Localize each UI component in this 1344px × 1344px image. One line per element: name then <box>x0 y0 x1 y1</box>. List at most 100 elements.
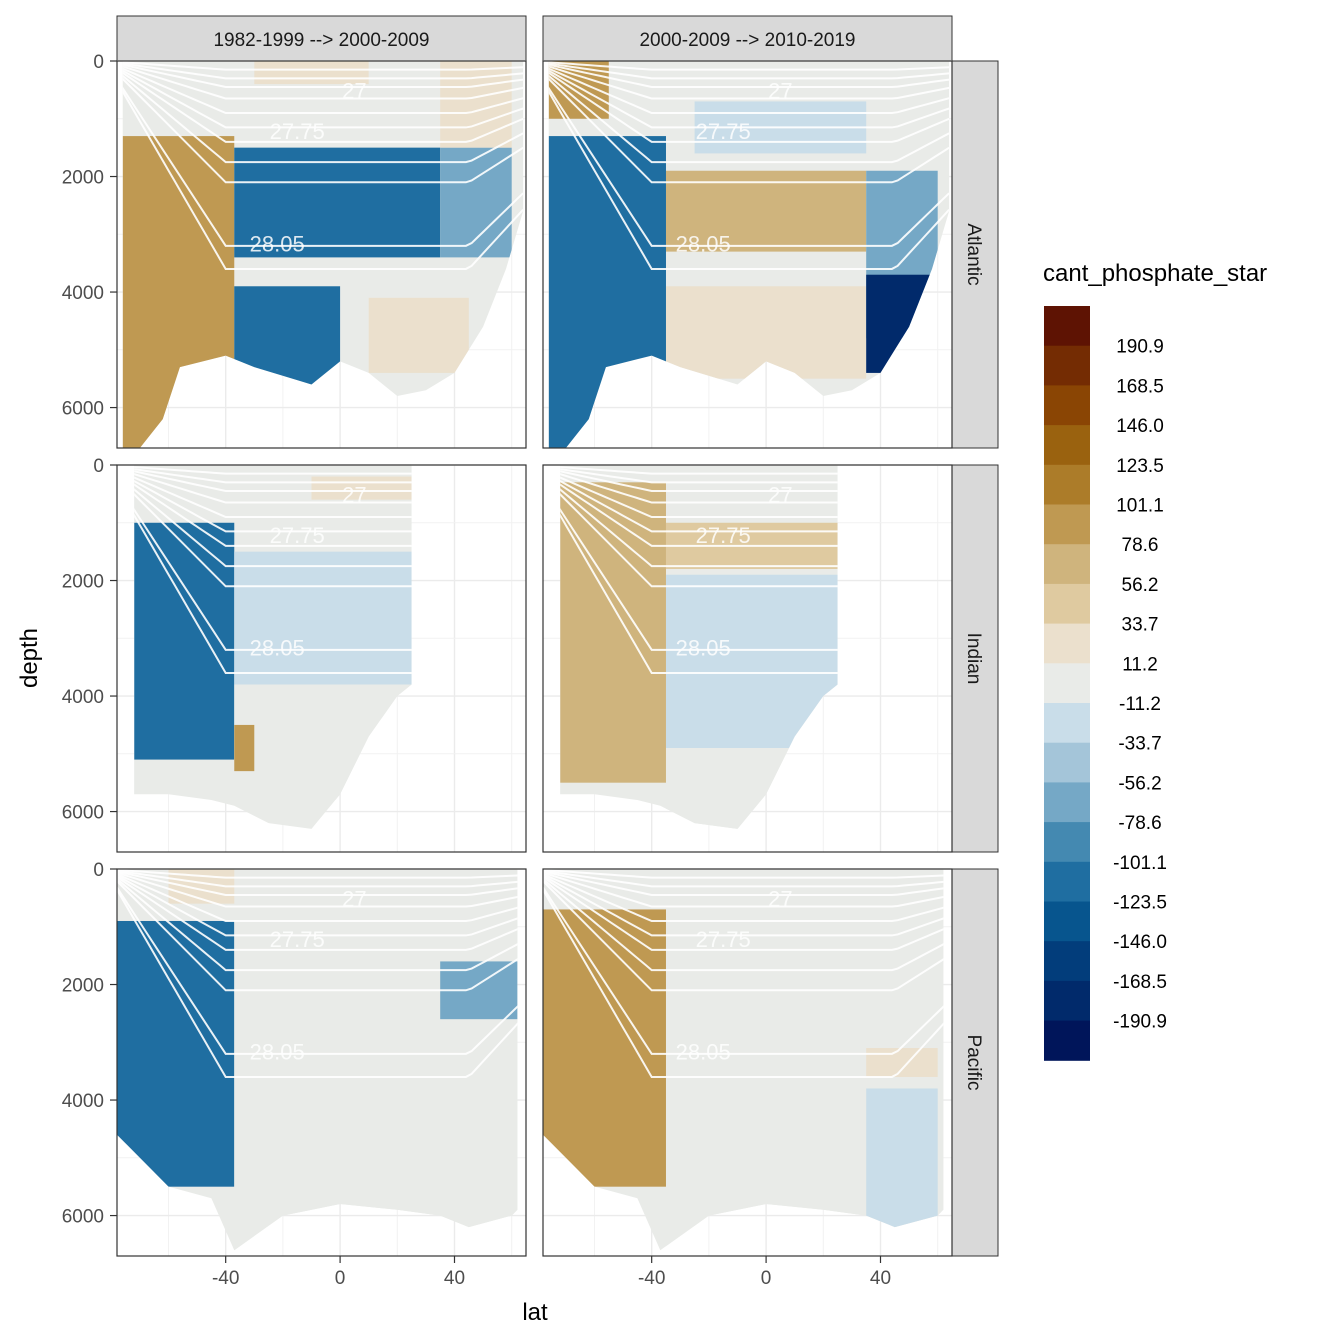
legend-label: -56.2 <box>1118 773 1161 794</box>
legend-title: cant_phosphate_star <box>1043 260 1267 287</box>
region-5 <box>368 297 469 373</box>
axes: 020004000600002000400060000200040006000-… <box>62 52 891 1289</box>
y-tick-label: 4000 <box>62 1091 104 1112</box>
y-tick-label: 6000 <box>62 399 104 420</box>
region-1 <box>117 920 235 1187</box>
legend-swatch <box>1044 782 1090 823</box>
section-fill <box>543 869 944 1251</box>
x-tick-label: 40 <box>870 1268 891 1289</box>
legend-label: -33.7 <box>1118 734 1161 755</box>
legend-swatch <box>1044 980 1090 1022</box>
panel-pacific-2: 27.75 28.05 27 <box>542 868 953 1257</box>
legend-label: -11.2 <box>1119 694 1161 715</box>
x-tick-label: 0 <box>761 1268 772 1289</box>
legend-swatch <box>1044 623 1090 664</box>
contour-label-28-05: 28.05 <box>676 636 731 661</box>
contour-label-27-75: 27.75 <box>696 523 751 548</box>
section-fill <box>134 465 412 829</box>
row-strip-label-1: Atlantic <box>963 223 984 285</box>
y-tick-label: 2000 <box>62 572 104 593</box>
panels: 27.75 28.05 27 27.75 28.05 27 27.75 28.05 27 27.7… <box>116 60 953 1257</box>
legend-label: 33.7 <box>1122 615 1159 636</box>
isopycnal-lines <box>543 869 944 1078</box>
panel-border <box>542 464 953 853</box>
region-4 <box>866 1048 938 1077</box>
legend-label: 168.5 <box>1116 376 1164 397</box>
legend-swatch <box>1044 345 1090 386</box>
isopycnal-lines <box>134 465 412 674</box>
region-3 <box>866 1088 938 1233</box>
legend-swatch <box>1044 663 1090 704</box>
legend-swatch <box>1044 861 1090 902</box>
legend-swatch <box>1044 822 1090 863</box>
isopycnal-lines <box>560 465 838 674</box>
panel-border <box>542 868 953 1257</box>
y-tick-label: 0 <box>93 52 104 73</box>
legend-swatch <box>1044 464 1090 505</box>
region-2 <box>234 147 441 258</box>
region-1 <box>134 522 235 760</box>
region-1 <box>560 482 666 783</box>
legend-label: -101.1 <box>1113 853 1167 874</box>
y-tick-label: 2000 <box>62 976 104 997</box>
legend-swatch <box>1044 1020 1090 1061</box>
contour-label-28-05: 28.05 <box>250 636 305 661</box>
y-tick-label: 4000 <box>62 283 104 304</box>
y-tick-label: 2000 <box>62 168 104 189</box>
x-tick-label: 40 <box>444 1268 465 1289</box>
isopycnal-lines <box>122 61 524 270</box>
legend-label: -123.5 <box>1113 893 1167 914</box>
contour-label-27-75: 27.75 <box>270 523 325 548</box>
panel-border <box>542 60 953 449</box>
contour-label-27: 27 <box>768 79 792 104</box>
panel-pacific-1: 27.75 28.05 27 <box>116 868 527 1257</box>
legend-label: 190.9 <box>1116 337 1164 358</box>
x-tick-label: 0 <box>335 1268 346 1289</box>
x-tick-label: -40 <box>638 1268 665 1289</box>
panel-border <box>116 464 527 853</box>
legend-label: -168.5 <box>1113 972 1167 993</box>
legend-swatch <box>1044 901 1090 942</box>
contour-label-27: 27 <box>768 483 792 508</box>
region-1 <box>543 909 666 1187</box>
panel-atlantic-2: 27.75 28.05 27 <box>542 60 953 449</box>
legend-swatch <box>1044 742 1090 783</box>
legend-label: 123.5 <box>1116 456 1164 477</box>
row-strip-label-3: Pacific <box>963 1035 984 1091</box>
region-4 <box>234 724 255 772</box>
contour-label-28-05: 28.05 <box>676 1040 731 1065</box>
contour-label-27-75: 27.75 <box>270 119 325 144</box>
row-strip-label-2: Indian <box>963 633 984 685</box>
legend-swatch <box>1044 703 1090 744</box>
legend-label: 11.2 <box>1122 654 1158 675</box>
legend-label: -78.6 <box>1118 813 1161 834</box>
panel-border <box>116 60 527 449</box>
y-axis-title: depth <box>16 628 43 688</box>
x-axis-title: lat <box>522 1299 548 1326</box>
panel-border <box>116 868 527 1257</box>
contour-label-28-05: 28.05 <box>250 1040 305 1065</box>
legend-swatch <box>1044 425 1090 466</box>
legend-swatch <box>1044 941 1090 982</box>
section-fill <box>117 869 518 1251</box>
contour-label-28-05: 28.05 <box>250 232 305 257</box>
y-tick-label: 0 <box>93 456 104 477</box>
panel-indian-1: 27.75 28.05 27 <box>116 464 527 853</box>
legend-label: 146.0 <box>1116 416 1164 437</box>
legend-label: 56.2 <box>1122 575 1159 596</box>
isopycnal-lines <box>548 61 950 270</box>
contour-label-27: 27 <box>768 887 792 912</box>
legend-swatch <box>1044 385 1090 426</box>
panel-indian-2: 27.75 28.05 27 <box>542 464 953 853</box>
legend-label: -146.0 <box>1113 932 1167 953</box>
y-tick-label: 6000 <box>62 803 104 824</box>
row-strips: Atlantic Indian Pacific <box>951 60 999 1257</box>
region-4 <box>440 147 512 258</box>
legend-label: 101.1 <box>1116 496 1164 517</box>
y-tick-label: 0 <box>93 860 104 881</box>
contour-label-27-75: 27.75 <box>696 927 751 952</box>
contour-label-27: 27 <box>342 887 366 912</box>
legend: cant_phosphate_star 190.9 168.5 146.0 123.5… <box>1043 260 1267 1061</box>
x-tick-label: -40 <box>212 1268 239 1289</box>
